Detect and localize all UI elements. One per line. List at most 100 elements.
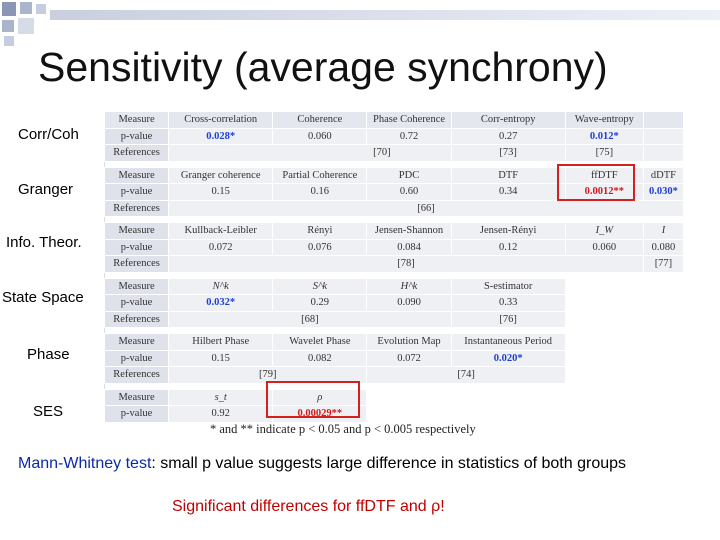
ffdtf-highlight-box (557, 164, 635, 201)
table-cell: 0.012* (564, 127, 644, 145)
table-cell (564, 366, 685, 384)
reference-cell: [78] (168, 255, 644, 273)
table-cell: Measure (103, 388, 170, 406)
reference-cell: [73] (450, 144, 566, 162)
table-cell: Wavelet Phase (272, 333, 368, 351)
table-row: References [70] [73] [75] (103, 144, 685, 162)
rho-highlight-box (266, 381, 360, 418)
table-cell: 0.12 (450, 238, 566, 256)
table-cell: Evolution Map (366, 333, 452, 351)
table-cell: 0.076 (272, 238, 368, 256)
table-cell: ρ (272, 388, 368, 406)
table-row: p-value 0.15 0.082 0.072 0.020* (103, 349, 685, 367)
row-label-info-theor: Info. Theor. (6, 234, 82, 251)
reference-cell: [76] (450, 310, 566, 328)
table-cell: 0.15 (168, 183, 274, 201)
table-cell: Hilbert Phase (168, 333, 274, 351)
table-cell: 0.060 (272, 127, 368, 145)
table-cell (564, 294, 685, 312)
table-cell: 0.030* (642, 183, 685, 201)
significance-note: * and ** indicate p < 0.05 and p < 0.005… (210, 422, 476, 436)
reference-cell: [70] (168, 144, 452, 162)
table-row: References [79] [74] (103, 366, 685, 384)
table-cell: 0.028* (168, 127, 274, 145)
reference-cell: [75] (564, 144, 644, 162)
table-cell: Coherence (272, 111, 368, 129)
table-row: Measure Hilbert Phase Wavelet Phase Evol… (103, 333, 685, 351)
table-cell: 0.084 (366, 238, 452, 256)
table-cell: References (103, 199, 170, 217)
table-cell: Measure (103, 333, 170, 351)
table-cell: ffDTF (564, 166, 644, 184)
table-row: p-value 0.92 0.00029** (103, 405, 684, 423)
table-cell: 0.060 (564, 238, 644, 256)
table-cell: 0.0012** (564, 183, 644, 201)
table-cell: 0.92 (168, 405, 274, 423)
table-cell: 0.032* (168, 294, 274, 312)
table-cell: Measure (103, 222, 170, 240)
table-cell: S^k (272, 277, 368, 295)
table-cell: PDC (366, 166, 452, 184)
table-cell: 0.15 (168, 349, 274, 367)
table-cell: Granger coherence (168, 166, 274, 184)
header-rule (50, 10, 720, 20)
table-cell: Rényi (272, 222, 368, 240)
table-cell: DTF (450, 166, 566, 184)
table-cell: Corr-entropy (450, 111, 566, 129)
table-row: References [68] [76] (103, 310, 685, 328)
table-cell: I_W (564, 222, 644, 240)
table-cell: References (103, 366, 170, 384)
table-row: Measure Cross-correlation Coherence Phas… (103, 111, 685, 129)
table-cell: Measure (103, 277, 170, 295)
table-cell: 0.60 (366, 183, 452, 201)
table-cell: 0.27 (450, 127, 566, 145)
table-cell: s_t (168, 388, 274, 406)
table-row: p-value 0.028* 0.060 0.72 0.27 0.012* (103, 127, 685, 145)
table-cell: I (642, 222, 685, 240)
table-cell: 0.080 (642, 238, 685, 256)
table-cell: Cross-correlation (168, 111, 274, 129)
table-cell: p-value (103, 294, 170, 312)
table-cell: Phase Coherence (366, 111, 452, 129)
table-row: p-value 0.032* 0.29 0.090 0.33 (103, 294, 685, 312)
table-row: p-value 0.072 0.076 0.084 0.12 0.060 0.0… (103, 238, 685, 256)
conclusion-text: Significant differences for ffDTF and ρ! (172, 498, 445, 515)
table-row: p-value 0.15 0.16 0.60 0.34 0.0012** 0.0… (103, 183, 685, 201)
table-cell: 0.020* (450, 349, 566, 367)
row-label-corr-coh: Corr/Coh (18, 126, 79, 143)
table-cell: References (103, 310, 170, 328)
table-cell: Kullback-Leibler (168, 222, 274, 240)
table-cell: S-estimator (450, 277, 566, 295)
row-label-granger: Granger (18, 181, 74, 198)
table-row: Measure Kullback-Leibler Rényi Jensen-Sh… (103, 222, 685, 240)
table-cell: p-value (103, 238, 170, 256)
table-cell: Jensen-Shannon (366, 222, 452, 240)
table-cell (564, 349, 685, 367)
reference-cell: [74] (366, 366, 566, 384)
mann-whitney-label: Mann-Whitney test (18, 455, 152, 472)
table-cell (642, 127, 685, 145)
table-row: References [78] [77] (103, 255, 685, 273)
table-cell (564, 277, 685, 295)
sensitivity-table: Measure Cross-correlation Coherence Phas… (103, 111, 685, 423)
table-cell: 0.082 (272, 349, 368, 367)
row-label-ses: SES (33, 403, 64, 420)
reference-cell: [79] (168, 366, 368, 384)
table-cell: Measure (103, 166, 170, 184)
table-cell: 0.72 (366, 127, 452, 145)
table-cell: 0.29 (272, 294, 368, 312)
row-label-state-space: State Space (2, 289, 84, 306)
mann-whitney-text: : small p value suggests large differenc… (151, 455, 627, 472)
table-row: Measure Granger coherence Partial Cohere… (103, 166, 685, 184)
table-cell: p-value (103, 405, 170, 423)
table-cell: Instantaneous Period (450, 333, 566, 351)
table-cell: References (103, 144, 170, 162)
reference-cell: [68] (168, 310, 452, 328)
table-cell: 0.33 (450, 294, 566, 312)
table-cell: References (103, 255, 170, 273)
table-cell: 0.16 (272, 183, 368, 201)
table-row: References [66] (103, 199, 684, 217)
table-cell (564, 333, 685, 351)
table-row: Measure s_t ρ (103, 388, 684, 406)
table-cell (642, 111, 685, 129)
